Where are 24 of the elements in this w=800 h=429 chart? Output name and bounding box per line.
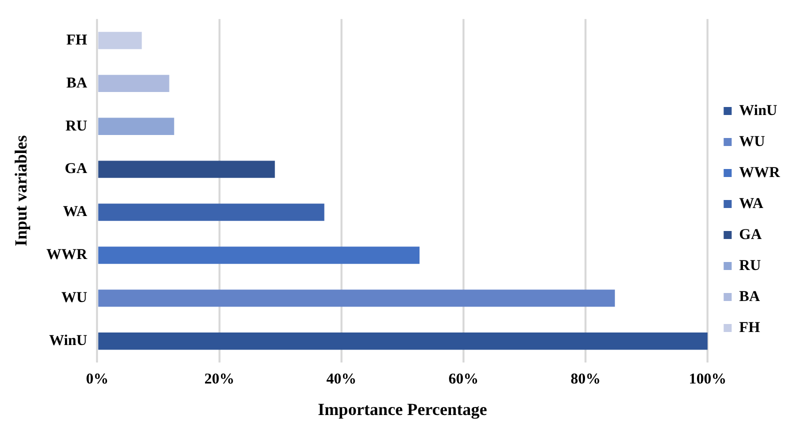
legend-label: GA (739, 226, 762, 243)
legend-label: RU (739, 258, 761, 274)
legend-label: FH (739, 320, 760, 336)
x-tick-label: 60% (448, 371, 478, 388)
legend-label: WU (739, 134, 766, 150)
y-tick-label: WinU (49, 333, 88, 349)
x-tick-label: 80% (570, 371, 601, 388)
x-tick-label: 20% (204, 371, 234, 388)
legend-label: WA (739, 196, 764, 212)
y-tick-label: WU (61, 290, 88, 306)
y-tick-label: GA (64, 161, 88, 178)
y-tick-label: FH (66, 32, 88, 48)
x-axis-title: Importance Percentage (318, 400, 488, 420)
y-tick-label: WA (63, 204, 88, 220)
x-tick-label: 100% (688, 371, 726, 388)
legend-label: WWR (739, 164, 780, 181)
x-tick-label: 40% (326, 371, 356, 388)
legend-label: WinU (739, 102, 778, 119)
legend-label: BA (739, 288, 760, 305)
y-axis-title: Input variables (12, 134, 31, 246)
y-tick-label: BA (66, 75, 88, 92)
y-tick-label: WWR (46, 247, 88, 264)
x-tick-label: 0% (86, 371, 108, 388)
y-tick-label: RU (66, 118, 88, 134)
